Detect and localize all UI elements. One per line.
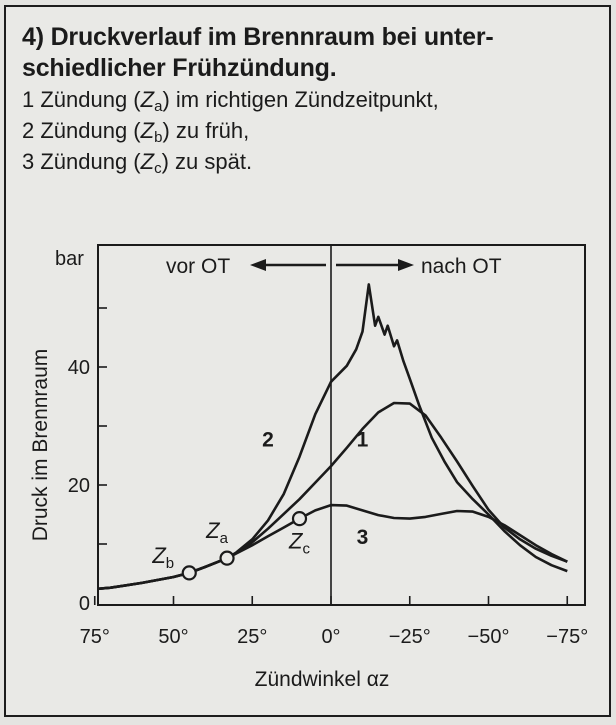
x-tick-label: −25° — [389, 626, 431, 648]
y-axis-label: Druck im Brennraum — [29, 349, 52, 542]
series-label-3: 3 — [357, 526, 369, 549]
annotation-nach-ot: nach OT — [421, 255, 502, 278]
x-tick-label: 25° — [237, 626, 267, 648]
ignition-point-a — [219, 550, 235, 566]
x-tick-label: 50° — [158, 626, 188, 648]
legend-item-2: 2 Zündung (Zb) zu früh, — [22, 118, 250, 146]
title-line-1: 4) Druckverlauf im Brennraum bei unter- — [22, 23, 494, 51]
annotation-vor-ot: vor OT — [166, 255, 230, 278]
arrow-left-head — [250, 259, 266, 271]
plot-marks: Zb Za Zc — [151, 511, 310, 581]
ignition-label-c: Zc — [288, 529, 310, 558]
series-label-2: 2 — [262, 429, 274, 452]
y-unit-label: bar — [55, 248, 84, 270]
series-label-1: 1 — [357, 429, 369, 452]
x-tick-label: −75° — [546, 626, 588, 648]
x-tick-label: 75° — [80, 626, 110, 648]
ignition-point-b — [181, 565, 197, 581]
ignition-label-b: Zb — [151, 543, 174, 572]
y-tick-label: 40 — [68, 357, 90, 379]
ignition-point-c — [291, 511, 308, 527]
y-tick-label: 20 — [68, 475, 90, 497]
ignition-label-a: Za — [205, 518, 228, 547]
x-tick-label: −50° — [468, 626, 510, 648]
figure-heading: 4) Druckverlauf im Brennraum bei unter- … — [22, 22, 592, 177]
arrow-right-head — [398, 259, 414, 271]
series-line-3 — [98, 503, 568, 591]
figure-frame — [4, 5, 611, 717]
y-tick-label: 0 — [79, 593, 90, 615]
legend-item-3: 3 Zündung (Zc) zu spät. — [22, 149, 253, 177]
x-axis-label: Zündwinkel αz — [255, 668, 390, 691]
legend-item-1: 1 Zündung (Za) im richtigen Zündzeitpunk… — [22, 87, 439, 115]
x-tick-label: 0° — [321, 626, 340, 648]
plot-axes: 75° 50° 25° 0° −25° −50° −75° 0 20 40 — [68, 244, 588, 648]
plot-border — [97, 244, 586, 606]
title-line-2: schiedlicher Frühzündung. — [22, 54, 337, 82]
